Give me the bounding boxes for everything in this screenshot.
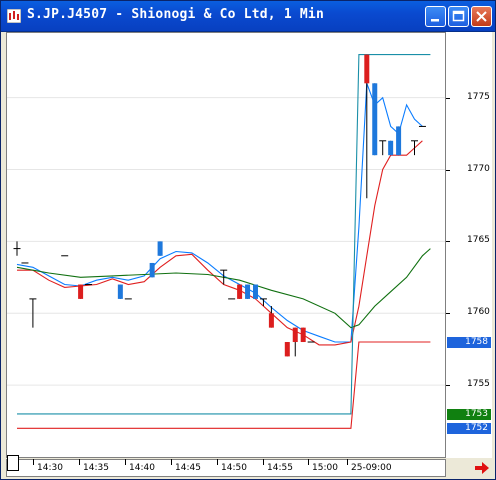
price-tick-mark bbox=[446, 241, 450, 243]
candle-body[interactable] bbox=[157, 241, 163, 256]
scroll-position-box[interactable] bbox=[7, 455, 19, 471]
candle-body[interactable] bbox=[292, 327, 298, 343]
time-tick-label: 14:40 bbox=[129, 463, 155, 473]
minimize-button[interactable] bbox=[425, 6, 446, 27]
candle-body[interactable] bbox=[396, 126, 402, 156]
price-tick-label: 1760 bbox=[467, 307, 490, 318]
scroll-right-arrow-icon[interactable] bbox=[475, 462, 489, 474]
candle-body[interactable] bbox=[268, 313, 274, 328]
series-line-ma-slow bbox=[16, 248, 431, 329]
candle-body[interactable] bbox=[364, 54, 370, 84]
price-tick-mark bbox=[446, 313, 450, 315]
time-tick-label: 15:00 bbox=[312, 463, 338, 473]
price-tick-label: 1770 bbox=[467, 163, 490, 174]
series-line-band-lower bbox=[17, 341, 431, 429]
candle-body[interactable] bbox=[284, 342, 290, 357]
price-tick-label: 1775 bbox=[467, 91, 490, 102]
candle-body[interactable] bbox=[149, 262, 155, 278]
maximize-button[interactable] bbox=[448, 6, 469, 27]
price-tag: 1753 bbox=[447, 408, 491, 420]
title-bar[interactable]: S.JP.J4507 - Shionogi & Co Ltd, 1 Min bbox=[1, 1, 495, 32]
candlestick-chart[interactable] bbox=[7, 33, 445, 457]
maximize-icon bbox=[452, 10, 465, 22]
time-tick-mark bbox=[347, 459, 348, 465]
candle-body[interactable] bbox=[117, 284, 123, 299]
chart-app-icon[interactable] bbox=[7, 9, 21, 23]
minimize-icon bbox=[431, 19, 439, 22]
candle-body[interactable] bbox=[372, 83, 378, 156]
close-icon bbox=[476, 11, 487, 22]
close-button[interactable] bbox=[471, 6, 492, 27]
candle-body[interactable] bbox=[253, 284, 258, 299]
window-title: S.JP.J4507 - Shionogi & Co Ltd, 1 Min bbox=[27, 7, 324, 22]
time-tick-mark bbox=[125, 459, 126, 465]
chart-plot-area[interactable] bbox=[6, 32, 446, 458]
candle-body[interactable] bbox=[388, 140, 394, 156]
candle-body[interactable] bbox=[237, 284, 243, 299]
price-axis[interactable] bbox=[446, 32, 492, 458]
price-tick-mark bbox=[446, 385, 450, 387]
candle-body[interactable] bbox=[245, 284, 251, 299]
candle-body[interactable] bbox=[300, 327, 306, 343]
time-tick-label: 14:55 bbox=[267, 463, 293, 473]
candle-body[interactable] bbox=[78, 284, 84, 299]
time-tick-label: 14:50 bbox=[221, 463, 247, 473]
time-axis[interactable] bbox=[6, 459, 446, 477]
time-tick-label: 14:35 bbox=[83, 463, 109, 473]
time-tick-label: 14:45 bbox=[175, 463, 201, 473]
series-line-band-upper bbox=[17, 54, 431, 415]
price-tick-mark bbox=[446, 97, 450, 99]
price-tick-mark bbox=[446, 169, 450, 171]
price-tick-label: 1765 bbox=[467, 235, 490, 246]
series-line-ma-fast bbox=[16, 83, 423, 343]
time-tick-mark bbox=[33, 459, 34, 465]
time-tick-label: 25-09:00 bbox=[351, 463, 392, 473]
time-tick-mark bbox=[263, 459, 264, 465]
price-tag: 1752 bbox=[447, 423, 491, 435]
time-tick-mark bbox=[79, 459, 80, 465]
price-tick-label: 1755 bbox=[467, 379, 490, 390]
time-tick-mark bbox=[217, 459, 218, 465]
price-tag: 1758 bbox=[447, 337, 491, 349]
time-tick-label: 14:30 bbox=[37, 463, 63, 473]
time-tick-mark bbox=[308, 459, 309, 465]
time-tick-mark bbox=[171, 459, 172, 465]
series-line-ma-mid bbox=[17, 140, 423, 346]
